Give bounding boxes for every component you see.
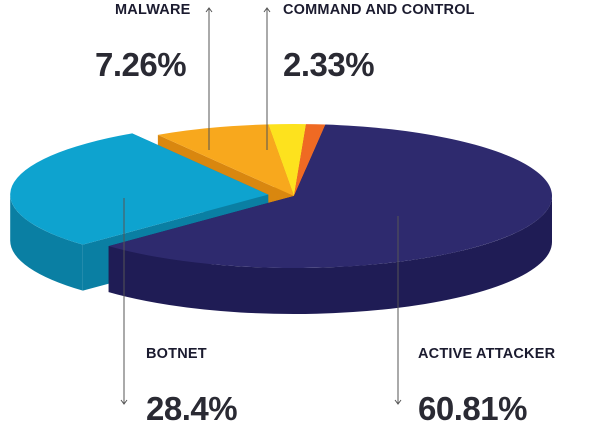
label-active-attacker: ACTIVE ATTACKER	[418, 346, 556, 362]
leader-active-attacker	[394, 216, 402, 405]
label-botnet: BOTNET	[146, 346, 207, 362]
leader-botnet	[120, 198, 128, 405]
value-malware: 7.26%	[95, 46, 187, 83]
value-botnet: 28.4%	[146, 390, 238, 427]
leader-command-and-control	[263, 7, 271, 150]
pie-slice-active-attacker	[108, 124, 553, 314]
label-malware: MALWARE	[115, 2, 191, 18]
value-active-attacker: 60.81%	[418, 390, 527, 427]
leader-malware	[205, 7, 213, 150]
value-command-and-control: 2.33%	[283, 46, 375, 83]
label-command-and-control: COMMAND AND CONTROL	[283, 2, 475, 18]
